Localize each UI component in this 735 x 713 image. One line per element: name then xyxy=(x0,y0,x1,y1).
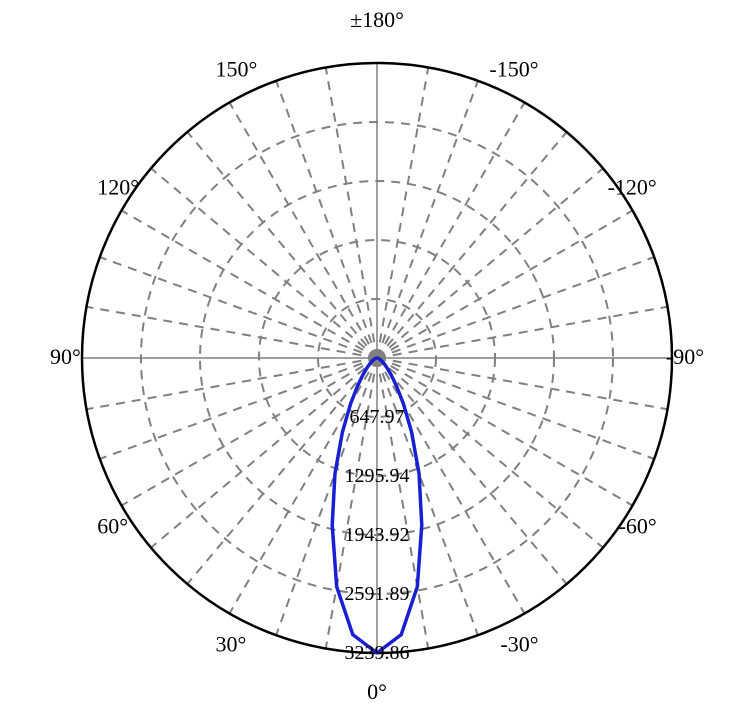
angle-label: 60° xyxy=(97,514,128,539)
angle-label: 0° xyxy=(367,679,387,704)
radial-tick-label: 3239.86 xyxy=(345,642,410,664)
angle-label: -150° xyxy=(489,56,538,81)
polar-chart: 647.97 1295.94 1943.92 2591.89 3239.86 0° 30° 6… xyxy=(0,0,735,708)
angle-label: -60° xyxy=(619,514,657,539)
angle-label: -30° xyxy=(500,632,538,657)
radial-tick-label: 2591.89 xyxy=(345,583,410,605)
angle-label: 120° xyxy=(97,175,139,200)
angle-label: 30° xyxy=(216,632,247,657)
angle-label: 150° xyxy=(216,56,258,81)
angle-label: 90° xyxy=(50,344,81,369)
angle-label: ±180° xyxy=(350,7,404,32)
angle-label: -120° xyxy=(608,175,657,200)
radial-tick-label: 647.97 xyxy=(350,406,405,428)
radial-tick-label: 1295.94 xyxy=(345,465,410,487)
angle-label: -90° xyxy=(666,344,704,369)
radial-tick-label: 1943.92 xyxy=(345,524,410,546)
